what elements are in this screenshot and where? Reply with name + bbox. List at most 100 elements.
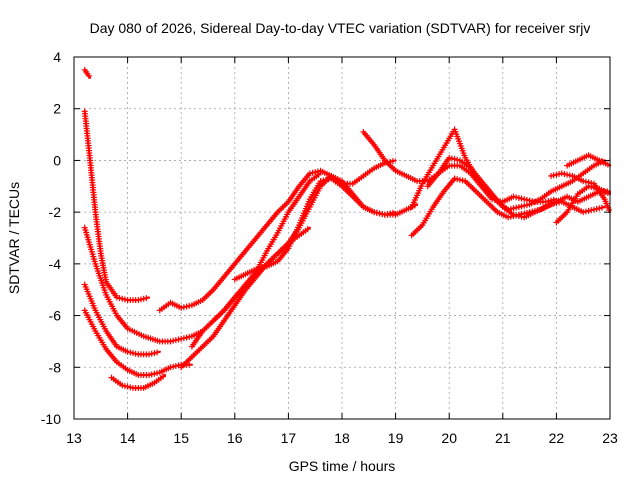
data-point [127,349,134,356]
data-point [148,350,155,357]
data-point [371,209,378,216]
x-tick-label: 23 [602,430,618,446]
data-point [140,295,147,302]
data-point [446,154,453,161]
data-point [510,193,517,200]
data-point [138,296,144,303]
data-point [456,176,463,183]
x-tick-label: 14 [120,430,136,446]
data-point [172,362,179,369]
data-point [513,212,520,219]
data-point [556,171,563,178]
data-point [304,226,311,233]
data-point [121,296,128,303]
data-point [548,172,555,179]
data-point [113,294,120,301]
data-point [505,214,512,221]
data-point [143,295,150,302]
series-track-r [564,152,612,169]
data-point [325,176,332,183]
chart-title: Day 080 of 2026, Sidereal Day-to-day VTE… [90,20,591,36]
data-point [454,156,461,163]
data-point [564,171,571,178]
x-tick-label: 22 [549,430,565,446]
data-point [178,304,185,311]
data-point [585,183,592,190]
data-point [518,203,525,210]
data-point [127,384,134,391]
data-point [593,205,600,212]
data-point [121,383,128,390]
data-point [116,295,123,302]
data-point [146,372,153,379]
data-point [451,175,458,182]
data-point [373,209,380,216]
x-axis-ticks: 13 14 15 16 17 18 19 20 21 22 23 [66,57,618,446]
data-point [309,169,316,176]
data-point [186,333,193,340]
series-markers [81,108,150,304]
data-point [518,195,525,202]
y-tick-label: 2 [53,101,61,117]
series-track-e [81,307,193,379]
data-point [255,265,262,272]
data-point [119,295,126,302]
data-point [306,170,313,177]
series-track-a [81,66,92,79]
data-point [124,383,131,390]
series-layer [81,66,613,391]
series-markers [564,152,611,169]
x-tick-label: 19 [388,430,404,446]
data-point [170,363,177,370]
data-point [590,206,597,213]
data-point [148,371,155,378]
data-point [598,204,605,211]
data-point [129,350,136,357]
data-point [170,337,177,344]
data-point [135,297,142,304]
data-point [451,156,458,163]
data-point [593,185,600,192]
data-point [178,335,185,342]
data-point [154,370,161,377]
series-track-q [553,183,612,226]
data-point [585,207,592,214]
x-tick-label: 16 [227,430,243,446]
data-point [167,364,174,371]
data-point [376,210,383,217]
data-point [448,155,455,162]
data-point [580,178,587,185]
data-point [180,335,187,342]
series-line [212,172,322,322]
data-point [253,266,260,273]
series-track-b [81,108,151,304]
series-track-d [81,281,161,358]
data-point [553,171,560,178]
data-point [523,202,530,209]
series-markers [108,373,166,391]
data-point [85,72,92,79]
series-track-o [424,154,612,221]
data-point [183,303,190,310]
series-markers [424,154,611,221]
data-point [186,302,193,309]
y-tick-label: -2 [49,204,62,220]
series-markers [81,281,161,358]
data-point [582,208,589,215]
series-markers [81,66,92,79]
x-tick-label: 20 [441,430,457,446]
data-point [513,204,520,211]
data-point [322,176,329,183]
data-point [172,337,179,344]
data-point [146,351,153,358]
y-axis-ticks: 4 2 0 -2 -4 -6 -8 -10 [41,49,610,427]
data-point [154,349,161,356]
series-track-f [108,373,167,391]
series-markers [231,175,418,283]
data-point [454,176,461,183]
series-markers [81,307,193,379]
data-point [588,207,595,214]
data-point [132,350,139,357]
x-tick-label: 13 [66,430,82,446]
